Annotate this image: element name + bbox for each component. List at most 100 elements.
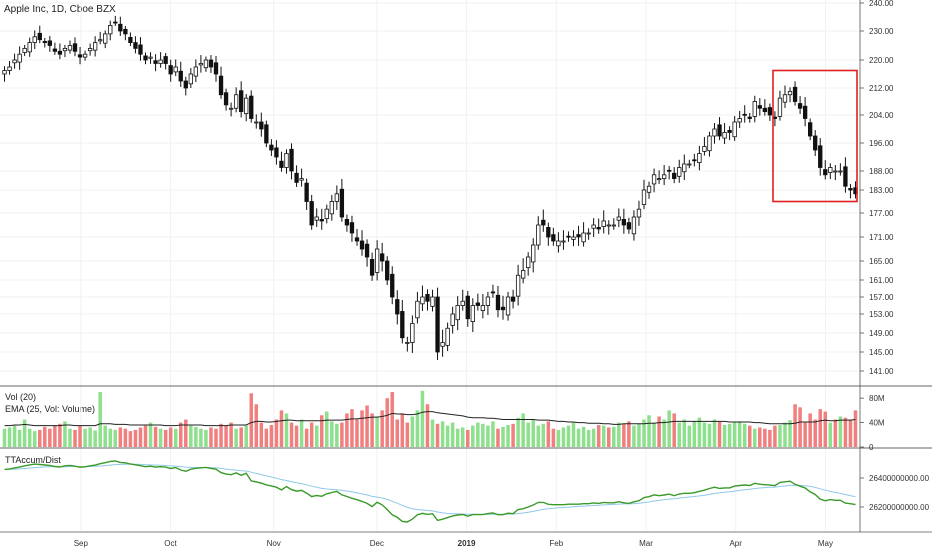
axes (0, 0, 932, 533)
volume-bar (118, 427, 123, 447)
volume-bar (2, 428, 7, 447)
candle-up (641, 189, 647, 205)
volume-bar (279, 410, 284, 447)
candle-up (687, 163, 692, 166)
volume-bar (853, 410, 858, 447)
candle-up (752, 101, 757, 117)
volume-bar (234, 428, 238, 447)
volume-tick-label: 40M (869, 419, 885, 428)
volume-bar (199, 428, 203, 447)
price-tick-label: 157.00 (869, 293, 894, 302)
candle-down (546, 226, 551, 238)
volume-bar (143, 425, 148, 447)
accum-dist-label: TTAccum/Dist (5, 455, 61, 465)
candle-up (203, 59, 209, 69)
candle-up (682, 163, 687, 173)
candle-down (259, 121, 264, 130)
volume-bar (571, 422, 576, 447)
gridlines (0, 0, 860, 530)
price-tick-label: 212.00 (869, 84, 894, 93)
volume-bar (27, 428, 32, 447)
volume-bar (360, 410, 364, 447)
candle-up (324, 208, 329, 220)
chart-title: Apple Inc, 1D, Cboe BZX (4, 4, 116, 15)
volume-bar (471, 425, 475, 447)
volume-bar (491, 421, 495, 447)
candle-up (334, 193, 340, 202)
volume-bar (843, 417, 848, 447)
candle-up (445, 327, 450, 346)
candle-down (118, 23, 123, 32)
candle-up (712, 128, 717, 137)
indicator-lines (4, 411, 856, 523)
volume-bars (2, 390, 858, 447)
candle-down (400, 311, 405, 339)
candle-down (344, 218, 350, 226)
volume-bar (440, 421, 445, 447)
candle-up (722, 132, 727, 139)
candle-up (485, 296, 491, 306)
candle-down (52, 48, 58, 52)
volume-bar (430, 419, 435, 447)
volume-bar (123, 428, 128, 447)
candle-up (430, 296, 435, 307)
volume-bar (48, 428, 52, 447)
x-tick-label: Oct (164, 539, 177, 548)
candle-down (425, 294, 430, 302)
volume-bar (93, 430, 97, 447)
volume-bar (727, 423, 732, 447)
candle-down (364, 243, 370, 258)
candle-up (450, 313, 455, 326)
candle-down (223, 92, 229, 106)
candle-up (193, 66, 199, 77)
price-tick-label: 141.00 (869, 367, 894, 376)
volume-bar (838, 416, 843, 447)
candle-up (32, 36, 37, 43)
volume-bar (637, 423, 641, 447)
volume-bar (662, 419, 666, 447)
candle-up (103, 33, 108, 44)
volume-bar (269, 425, 274, 447)
volume-bar (325, 411, 329, 447)
candle-down (319, 218, 324, 222)
volume-bar (173, 428, 178, 447)
candle-down (153, 60, 158, 64)
volume-bar (314, 425, 319, 447)
candle-down (818, 145, 823, 168)
candle-up (158, 59, 163, 64)
candle-down (339, 188, 345, 218)
volume-bar (687, 425, 692, 447)
candle-down (797, 103, 803, 109)
volume-bar (43, 426, 47, 447)
price-tick-label: 177.00 (869, 209, 894, 218)
candle-down (138, 44, 143, 55)
candle-down (72, 43, 78, 52)
volume-bar (768, 429, 772, 447)
candle-up (531, 244, 536, 263)
candle-down (792, 86, 798, 102)
volume-bar (365, 405, 369, 447)
volume-bar (627, 421, 631, 447)
candle-up (92, 42, 98, 51)
candle-down (762, 107, 768, 113)
volume-bar (309, 422, 314, 447)
volume-bar (194, 426, 198, 447)
candle-down (309, 201, 314, 226)
volume-bar (581, 426, 586, 447)
x-tick-label: Feb (549, 539, 563, 548)
candle-up (782, 94, 788, 103)
candle-down (747, 116, 752, 119)
candle-down (279, 160, 284, 168)
candle-up (505, 296, 511, 316)
candle-down (47, 40, 52, 46)
candle-down (823, 169, 828, 176)
candle-down (596, 226, 601, 230)
candle-down (359, 240, 365, 250)
candle-down (541, 219, 546, 226)
candle-up (536, 224, 541, 246)
volume-bar (63, 421, 67, 447)
candle-up (636, 208, 642, 218)
candle-down (349, 222, 355, 234)
candle-up (173, 66, 178, 73)
